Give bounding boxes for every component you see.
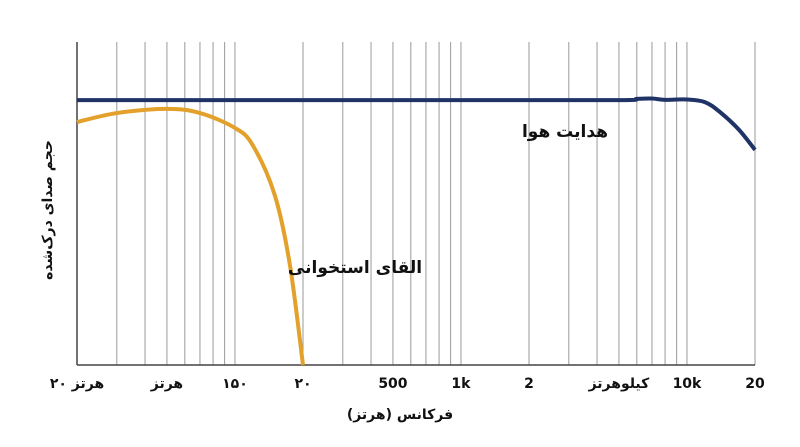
x-tick-label: ۱۵۰	[222, 376, 248, 392]
x-tick-label: 2	[524, 376, 534, 392]
x-axis-label: فرکانس (هرتز)	[347, 407, 453, 423]
x-tick-label: ۲۰	[294, 376, 311, 392]
y-axis-label: حجم صدای درک‌شده	[40, 140, 56, 280]
x-tick-label: ۲۰ هرتز	[50, 376, 104, 392]
x-tick-label: 20	[745, 376, 765, 392]
series-label: القای استخوانی	[288, 258, 422, 278]
x-tick-label: 1k	[451, 376, 471, 392]
x-tick-label: 10k	[673, 376, 702, 392]
x-tick-label: کیلوهرتز	[588, 376, 651, 392]
x-tick-label: 500	[378, 376, 407, 392]
series-label: هدایت هوا	[522, 122, 608, 142]
x-tick-label: هرتز	[150, 376, 183, 392]
data-line	[77, 96, 757, 152]
data-line	[76, 106, 305, 366]
